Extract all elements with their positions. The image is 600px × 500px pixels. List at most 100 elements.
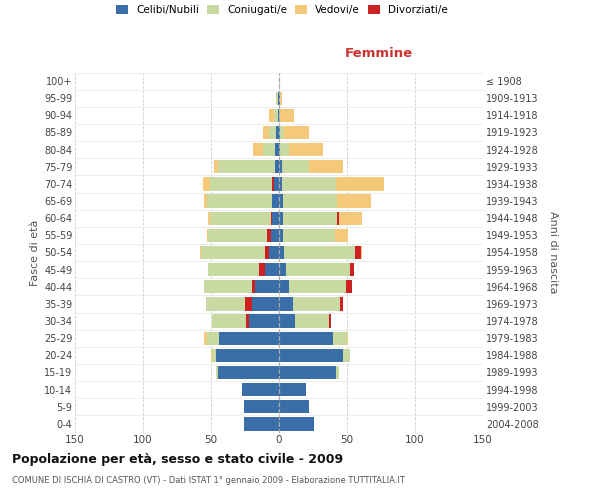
Bar: [211, 348, 212, 362]
Bar: [217, 366, 218, 379]
Bar: [346, 280, 349, 293]
Bar: [282, 160, 309, 173]
Bar: [284, 126, 309, 139]
Bar: [272, 177, 274, 190]
Bar: [265, 246, 269, 259]
Bar: [244, 417, 279, 430]
Bar: [289, 280, 346, 293]
Bar: [202, 246, 269, 259]
Bar: [275, 143, 279, 156]
Bar: [271, 212, 272, 225]
Bar: [280, 126, 284, 139]
Bar: [247, 314, 249, 328]
Bar: [275, 160, 279, 173]
Bar: [283, 212, 337, 225]
Bar: [279, 228, 283, 242]
Bar: [279, 263, 286, 276]
Text: Femmine: Femmine: [345, 47, 413, 60]
Bar: [279, 177, 282, 190]
Bar: [279, 297, 293, 310]
Text: Popolazione per età, sesso e stato civile - 2009: Popolazione per età, sesso e stato civil…: [12, 452, 343, 466]
Bar: [280, 143, 289, 156]
Bar: [350, 263, 354, 276]
Bar: [265, 263, 279, 276]
Bar: [279, 143, 280, 156]
Bar: [267, 228, 271, 242]
Bar: [283, 194, 337, 208]
Bar: [263, 143, 275, 156]
Bar: [286, 263, 350, 276]
Bar: [245, 297, 252, 310]
Bar: [253, 143, 263, 156]
Bar: [208, 263, 265, 276]
Bar: [279, 348, 343, 362]
Bar: [208, 212, 209, 225]
Bar: [212, 314, 249, 328]
Y-axis label: Fasce di età: Fasce di età: [29, 220, 40, 286]
Bar: [355, 246, 361, 259]
Bar: [347, 332, 349, 345]
Bar: [279, 160, 282, 173]
Bar: [279, 126, 280, 139]
Bar: [249, 314, 279, 328]
Bar: [204, 194, 207, 208]
Bar: [283, 228, 335, 242]
Bar: [279, 417, 314, 430]
Bar: [218, 160, 275, 173]
Bar: [289, 143, 323, 156]
Bar: [279, 280, 289, 293]
Bar: [282, 177, 336, 190]
Bar: [278, 92, 279, 105]
Bar: [280, 108, 294, 122]
Bar: [279, 92, 280, 105]
Bar: [263, 126, 269, 139]
Bar: [214, 160, 218, 173]
Bar: [284, 246, 355, 259]
Bar: [269, 246, 279, 259]
Bar: [336, 366, 339, 379]
Bar: [337, 212, 339, 225]
Bar: [329, 314, 331, 328]
Bar: [200, 246, 202, 259]
Bar: [203, 177, 209, 190]
Bar: [218, 366, 279, 379]
Bar: [279, 194, 283, 208]
Bar: [207, 332, 219, 345]
Bar: [279, 246, 284, 259]
Bar: [209, 212, 272, 225]
Bar: [276, 92, 278, 105]
Bar: [337, 212, 362, 225]
Bar: [209, 177, 274, 190]
Bar: [336, 177, 384, 190]
Bar: [279, 400, 309, 413]
Bar: [279, 383, 306, 396]
Bar: [252, 297, 279, 310]
Bar: [259, 263, 265, 276]
Bar: [207, 228, 208, 242]
Bar: [252, 280, 254, 293]
Bar: [346, 280, 352, 293]
Bar: [279, 314, 295, 328]
Bar: [293, 297, 340, 310]
Bar: [350, 263, 354, 276]
Bar: [340, 297, 341, 310]
Bar: [254, 280, 279, 293]
Bar: [212, 348, 217, 362]
Bar: [279, 332, 334, 345]
Bar: [204, 332, 207, 345]
Bar: [208, 228, 271, 242]
Bar: [274, 177, 279, 190]
Bar: [279, 366, 336, 379]
Bar: [269, 126, 276, 139]
Bar: [279, 212, 283, 225]
Bar: [334, 332, 347, 345]
Bar: [272, 212, 279, 225]
Y-axis label: Anni di nascita: Anni di nascita: [548, 211, 558, 294]
Bar: [309, 160, 343, 173]
Legend: Celibi/Nubili, Coniugati/e, Vedovi/e, Divorziati/e: Celibi/Nubili, Coniugati/e, Vedovi/e, Di…: [116, 5, 448, 15]
Bar: [204, 280, 254, 293]
Bar: [329, 314, 331, 328]
Bar: [271, 228, 279, 242]
Bar: [279, 108, 280, 122]
Bar: [272, 194, 279, 208]
